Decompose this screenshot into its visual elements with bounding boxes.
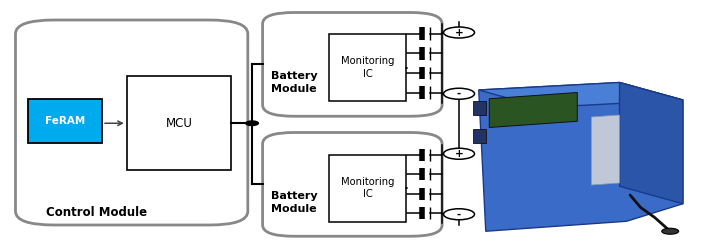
Text: Monitoring
IC: Monitoring IC (341, 177, 394, 200)
Polygon shape (620, 82, 683, 204)
Circle shape (444, 88, 474, 99)
Text: Battery
Module: Battery Module (271, 71, 318, 94)
Text: Control Module: Control Module (46, 206, 147, 219)
Circle shape (662, 228, 679, 234)
Bar (28, 99, 102, 142)
Text: +: + (455, 28, 463, 38)
Polygon shape (489, 92, 577, 128)
FancyBboxPatch shape (263, 12, 442, 116)
Text: -: - (457, 89, 461, 99)
Bar (127, 76, 231, 170)
FancyBboxPatch shape (263, 132, 442, 236)
Circle shape (444, 27, 474, 38)
FancyBboxPatch shape (15, 20, 248, 225)
Bar (329, 154, 406, 222)
Text: Monitoring
IC: Monitoring IC (341, 56, 394, 79)
Bar (473, 101, 486, 115)
Text: FeRAM: FeRAM (44, 116, 85, 126)
Circle shape (444, 148, 474, 159)
Bar (473, 129, 486, 142)
Polygon shape (591, 115, 620, 185)
Circle shape (444, 209, 474, 220)
Circle shape (246, 121, 258, 126)
Text: +: + (455, 149, 463, 159)
Text: MCU: MCU (165, 117, 192, 130)
Bar (329, 34, 406, 101)
Text: -: - (457, 209, 461, 219)
Polygon shape (479, 82, 683, 231)
Polygon shape (479, 82, 683, 108)
Text: Battery
Module: Battery Module (271, 191, 318, 214)
